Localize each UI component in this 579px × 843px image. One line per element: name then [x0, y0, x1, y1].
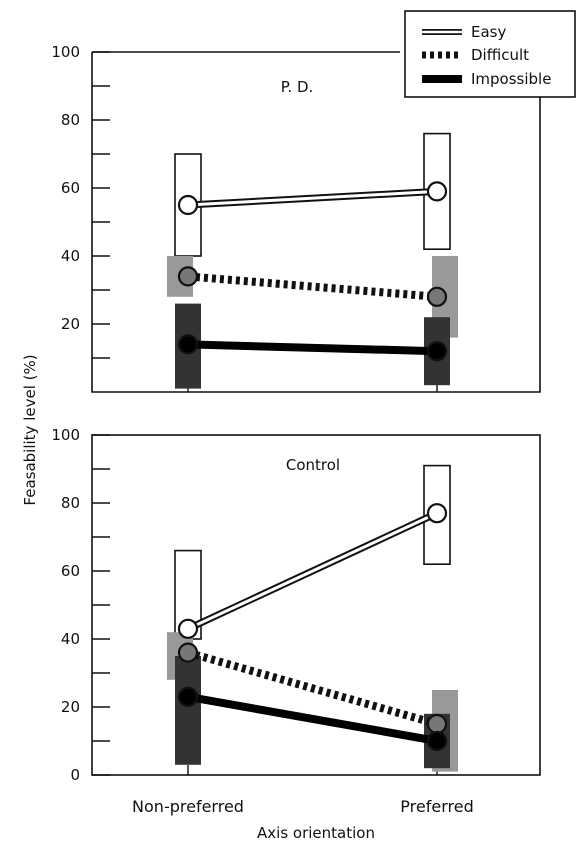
panel-label: P. D. [281, 78, 314, 96]
data-point-difficult [426, 713, 448, 735]
y-tick-label: 20 [61, 315, 80, 333]
data-point-difficult [426, 286, 448, 307]
y-tick-label: 60 [61, 179, 80, 197]
range-bar-impossible [175, 656, 201, 765]
y-tick-label: 80 [61, 494, 80, 512]
plot-frame [91, 52, 541, 393]
data-point-easy [177, 618, 199, 639]
panel-pd: 100 80 60 40 20 P. D. [51, 43, 541, 393]
y-tick-label: 60 [61, 562, 80, 580]
y-axis-title: Feasability level (%) [21, 354, 39, 505]
data-point-easy [426, 503, 448, 524]
y-tick-label: 20 [61, 698, 80, 716]
data-point-impossible [177, 334, 199, 355]
data-point-impossible [426, 730, 448, 752]
series-line-impossible [187, 692, 438, 745]
series-line-difficult [186, 648, 439, 728]
legend-label-impossible: Impossible [471, 70, 551, 88]
series-line-easy-inner [187, 511, 438, 631]
legend-label-difficult: Difficult [471, 46, 529, 64]
legend-label-easy: Easy [471, 23, 506, 41]
y-tick-label: 40 [61, 630, 80, 648]
x-axis-title: Axis orientation [257, 824, 375, 842]
series-line-difficult [187, 272, 438, 301]
data-point-difficult [177, 642, 199, 663]
data-point-easy [177, 194, 199, 216]
y-tick-label: 40 [61, 247, 80, 265]
y-tick-label: 80 [61, 111, 80, 129]
data-point-impossible [177, 686, 199, 707]
panel-label: Control [286, 456, 340, 474]
y-tick-label: 0 [70, 766, 80, 784]
x-tick-label-non-preferred: Non-preferred [132, 797, 244, 816]
data-point-difficult [177, 266, 199, 287]
y-tick-label: 100 [51, 43, 80, 61]
data-point-impossible [426, 341, 448, 362]
legend: Easy Difficult Impossible [404, 10, 576, 98]
x-tick-label-preferred: Preferred [400, 797, 473, 816]
data-point-easy [426, 181, 448, 202]
plot-frame [91, 434, 541, 776]
series-line-easy-inner [187, 189, 438, 207]
series-line-impossible [187, 340, 438, 356]
panel-control: 100 80 60 40 20 0 Control [51, 426, 541, 784]
y-tick-label: 100 [51, 426, 80, 444]
